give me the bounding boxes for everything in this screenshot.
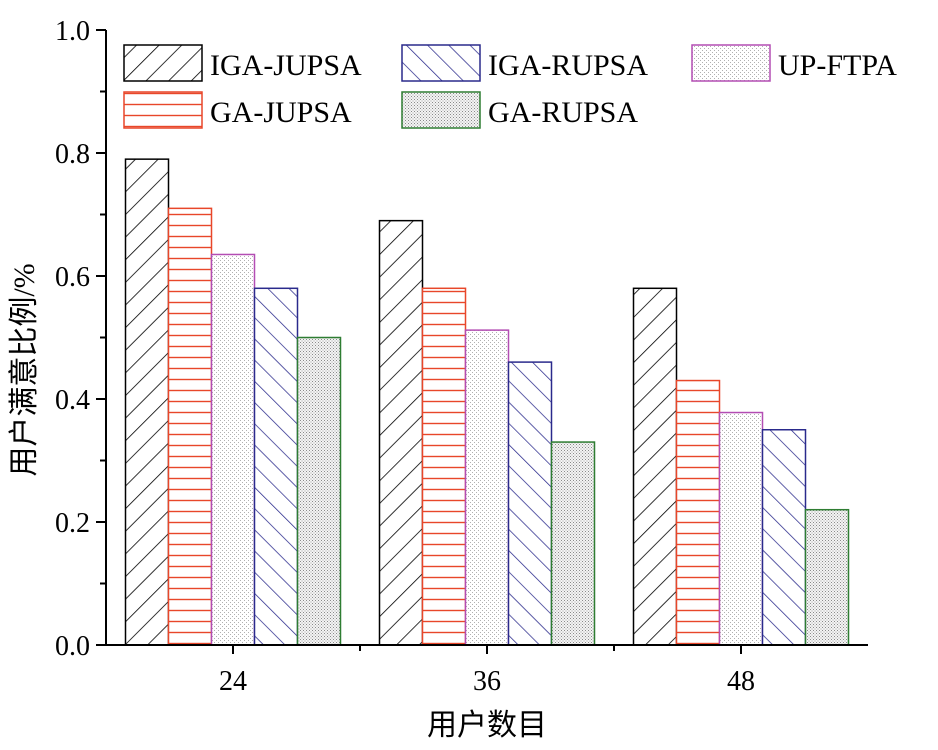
- bar-iga-rupsa-36: [507, 361, 553, 646]
- legend-swatch-ga-jupsa: [123, 91, 203, 129]
- legend-label-ga-rupsa: GA-RUPSA: [488, 96, 638, 129]
- legend-swatch-iga-rupsa: [401, 44, 481, 82]
- bar-ga-jupsa-24: [167, 207, 213, 646]
- bar-ga-rupsa-36: [550, 441, 596, 646]
- legend-swatch-iga-jupsa: [123, 44, 203, 82]
- bar-ga-jupsa-36: [421, 287, 467, 646]
- legend-swatch-ga-rupsa: [401, 91, 481, 129]
- y-tick-label: 0.2: [55, 508, 90, 539]
- bar-iga-rupsa-48: [761, 429, 807, 646]
- bar-up-ftpa-36: [464, 329, 510, 646]
- x-ticks: 24 36 48: [219, 645, 755, 697]
- y-tick-label: 0.6: [55, 262, 90, 293]
- x-tick-label: 24: [219, 666, 247, 697]
- x-tick-label: 48: [727, 666, 755, 697]
- y-tick-label: 0.4: [55, 385, 90, 416]
- legend-label-iga-jupsa: IGA-JUPSA: [210, 49, 362, 82]
- legend-label-up-ftpa: UP-FTPA: [778, 49, 897, 82]
- legend: IGA-JUPSA IGA-RUPSA UP-FTPA GA-JUPSA GA-RUPS…: [123, 44, 897, 129]
- y-tick-label: 0.8: [55, 139, 90, 170]
- bar-ga-rupsa-24: [296, 336, 342, 646]
- legend-label-iga-rupsa: IGA-RUPSA: [488, 49, 648, 82]
- bar-iga-jupsa-36: [378, 219, 424, 646]
- bars-layer: [124, 158, 850, 646]
- legend-swatch-up-ftpa: [691, 44, 771, 82]
- bar-iga-rupsa-24: [253, 287, 299, 646]
- bar-ga-jupsa-48: [675, 379, 721, 646]
- bar-ga-rupsa-48: [804, 508, 850, 646]
- x-axis-title: 用户数目: [427, 709, 547, 742]
- y-tick-label: 1.0: [55, 16, 90, 47]
- legend-label-ga-jupsa: GA-JUPSA: [210, 96, 352, 129]
- bar-up-ftpa-48: [718, 411, 764, 646]
- y-tick-label: 0.0: [55, 631, 90, 662]
- y-ticks: 0.0 0.2 0.4 0.6 0.8 1.0: [55, 16, 106, 662]
- x-tick-label: 36: [473, 666, 501, 697]
- y-axis-title: 用户满意比例/%: [8, 263, 41, 476]
- bar-up-ftpa-24: [210, 253, 256, 646]
- bar-iga-jupsa-48: [632, 287, 678, 646]
- bar-iga-jupsa-24: [124, 158, 170, 646]
